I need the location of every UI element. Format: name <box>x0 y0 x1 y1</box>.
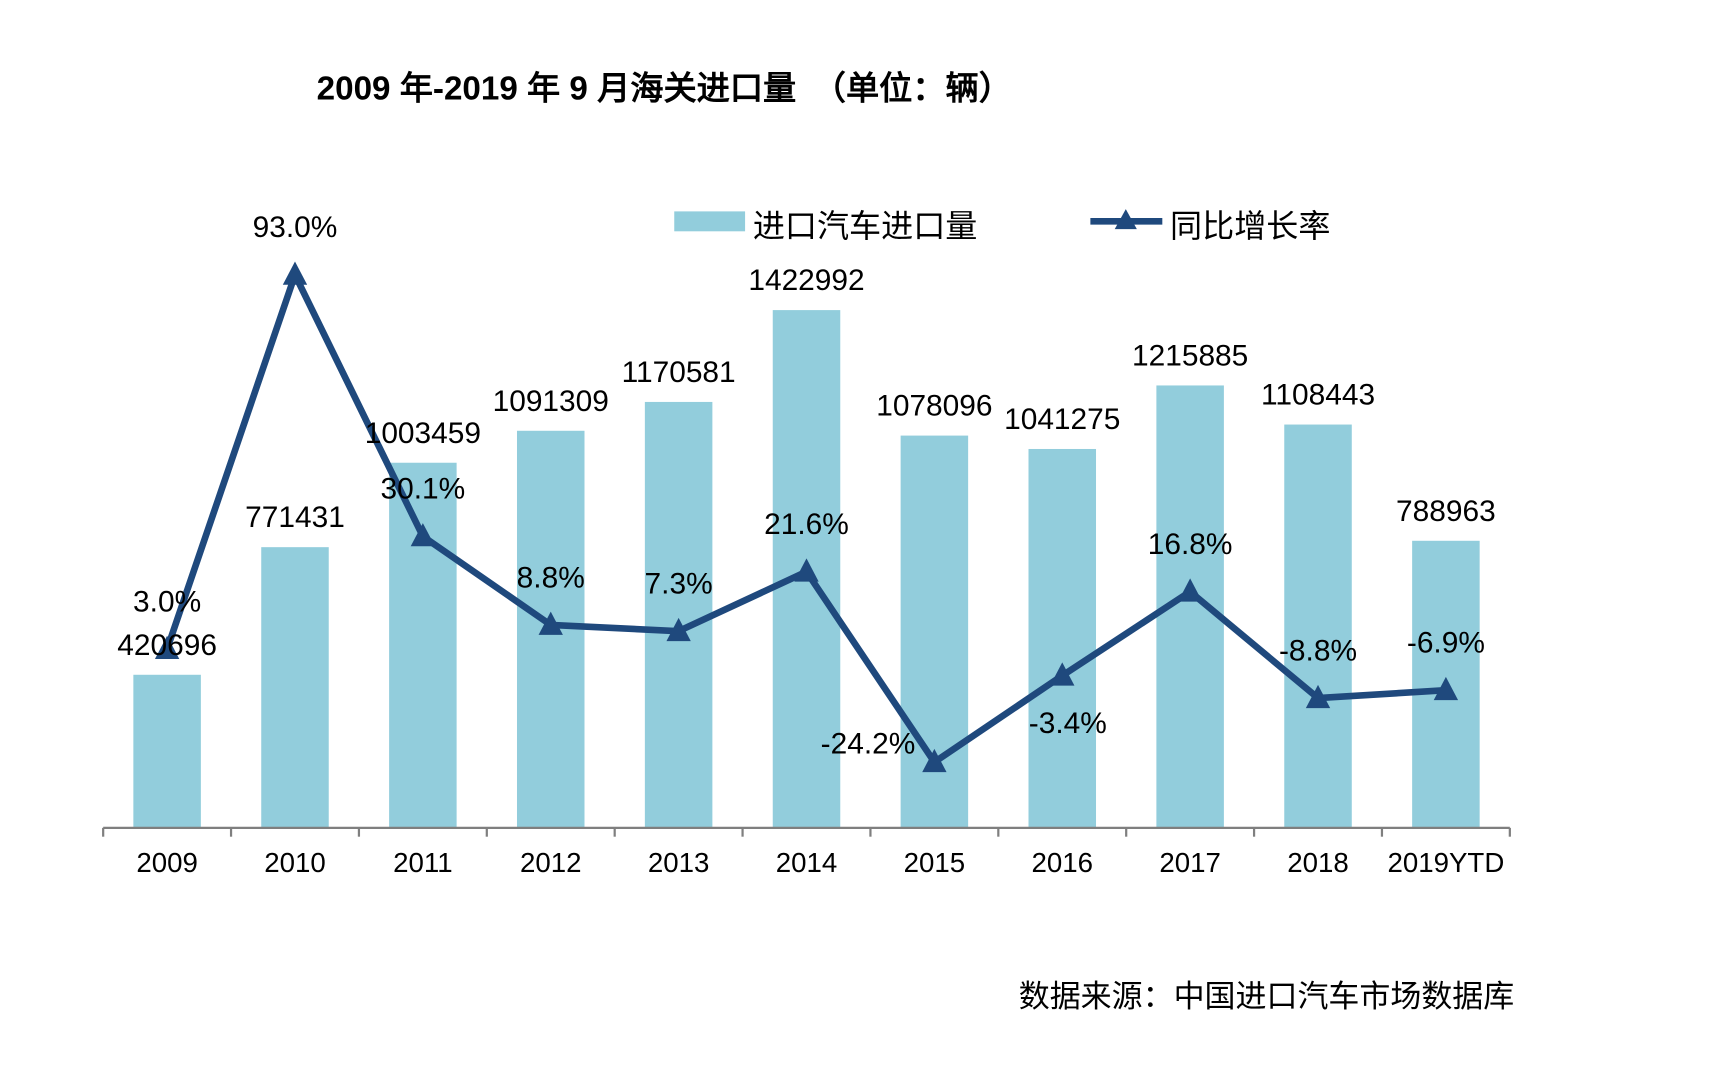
line-marker-2012 <box>538 611 563 635</box>
x-tick-label-2009: 2009 <box>136 847 198 878</box>
x-tick-label-2016: 2016 <box>1031 847 1093 878</box>
line-marker-2011 <box>410 523 436 547</box>
source-note: 数据来源：中国进口汽车市场数据库 <box>1019 979 1515 1014</box>
bar-2011 <box>389 462 457 828</box>
bar-value-label-2019YTD: 788963 <box>1396 495 1496 528</box>
legend: 进口汽车进口量 同比增长率 <box>674 208 1330 244</box>
line-marker-2015 <box>922 748 947 773</box>
line-marker-2018 <box>1305 684 1331 709</box>
x-tick-label-2018: 2018 <box>1287 847 1349 878</box>
bar-value-label-2014: 1422992 <box>748 264 864 297</box>
line-marker-2013 <box>666 617 691 642</box>
legend-label-bar: 进口汽车进口量 <box>753 208 978 244</box>
bar-value-label-2010: 771431 <box>245 501 345 534</box>
bar-value-label-2009: 420696 <box>117 629 217 662</box>
rate-label-2019YTD: -6.9% <box>1407 627 1485 660</box>
chart-title: 2009 年-2019 年 9 月海关进口量 （单位：辆） <box>317 70 1012 108</box>
rate-label-2016: -3.4% <box>1029 707 1107 740</box>
bar-value-label-2016: 1041275 <box>1004 403 1120 436</box>
bar-value-label-2012: 1091309 <box>493 385 609 418</box>
bar-value-label-2013: 1170581 <box>622 356 736 389</box>
bar-2018 <box>1284 424 1352 828</box>
x-tick-label-2019YTD: 2019YTD <box>1387 847 1504 878</box>
bar-2009 <box>133 674 201 828</box>
line-marker-2010 <box>282 261 308 285</box>
bar-value-label-2015: 1078096 <box>876 390 992 423</box>
bar-value-label-2018: 1108443 <box>1261 379 1375 412</box>
bar-value-label-2011: 1003459 <box>365 417 481 450</box>
line-marker-2017 <box>1177 578 1203 602</box>
legend-swatch-bar <box>674 211 746 232</box>
line-marker-2009 <box>154 635 180 659</box>
rate-label-2011: 30.1% <box>381 473 466 506</box>
rate-label-2018: -8.8% <box>1279 634 1357 667</box>
rate-label-2013: 7.3% <box>645 568 713 601</box>
rate-label-2010: 93.0% <box>253 211 338 244</box>
x-tick-label-2011: 2011 <box>393 847 452 878</box>
line-marker-2019YTD <box>1433 676 1459 701</box>
bar-2016 <box>1028 448 1097 828</box>
line-marker-2014 <box>794 558 819 582</box>
legend-label-line: 同比增长率 <box>1170 208 1330 244</box>
bar-2010 <box>261 547 329 828</box>
x-tick-label-2012: 2012 <box>520 847 582 878</box>
rate-label-2009: 3.0% <box>133 585 201 618</box>
x-tick-label-2014: 2014 <box>776 847 838 878</box>
rate-label-2015: -24.2% <box>821 727 916 760</box>
rate-label-2012: 8.8% <box>517 561 585 594</box>
bar-2013 <box>644 401 713 828</box>
rate-label-2017: 16.8% <box>1148 528 1233 561</box>
x-tick-label-2013: 2013 <box>648 847 710 878</box>
legend-marker-triangle <box>1114 209 1137 230</box>
x-tick-label-2010: 2010 <box>264 847 326 878</box>
rate-label-2014: 21.6% <box>764 508 849 541</box>
x-tick-label-2017: 2017 <box>1159 847 1221 878</box>
x-tick-label-2015: 2015 <box>904 847 966 878</box>
bar-value-label-2017: 1215885 <box>1132 340 1248 373</box>
line-marker-2016 <box>1050 662 1075 686</box>
